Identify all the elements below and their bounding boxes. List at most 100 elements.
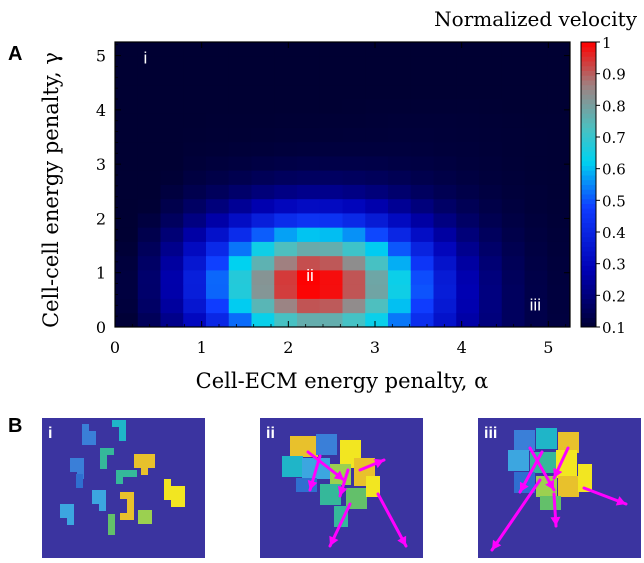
heatmap-cell	[342, 170, 366, 185]
heatmap-cell	[251, 298, 275, 314]
heatmap-cell	[365, 42, 389, 57]
heatmap-cell	[342, 284, 366, 299]
heatmap-cell	[137, 270, 161, 285]
heatmap-cell	[342, 184, 366, 200]
heatmap-cell	[274, 284, 298, 299]
cell-block	[508, 450, 529, 471]
heatmap-cell	[228, 113, 252, 128]
heatmap-cell	[274, 170, 298, 185]
heatmap-cell	[388, 284, 412, 299]
heatmap-cell	[160, 184, 184, 200]
heatmap-cell	[501, 213, 525, 228]
heatmap-cell	[501, 70, 525, 86]
heatmap-cell	[410, 156, 434, 171]
velocity-arrowhead	[397, 535, 407, 546]
colorbar-segment	[581, 165, 596, 171]
heatmap-cell	[206, 241, 230, 257]
heatmap-cell	[410, 270, 434, 285]
heatmap-cell	[115, 298, 139, 314]
heatmap-cell	[274, 227, 298, 242]
heatmap-cell	[365, 170, 389, 185]
colorbar	[581, 42, 596, 328]
colorbar-segment	[581, 251, 596, 257]
heatmap-cell	[388, 241, 412, 257]
heatmap-cell	[137, 170, 161, 185]
heatmap-cell	[160, 241, 184, 257]
heatmap-cell	[137, 84, 161, 100]
heatmap-cell	[410, 141, 434, 157]
heatmap-cell	[137, 70, 161, 86]
heatmap-cell	[137, 141, 161, 157]
heatmap-cell	[456, 56, 480, 71]
heatmap-cell	[183, 70, 207, 86]
heatmap-cell	[319, 141, 343, 157]
heatmap-cell	[251, 213, 275, 228]
cell-block	[141, 468, 148, 475]
heatmap-cell	[160, 113, 184, 128]
heatmap-cell	[410, 113, 434, 128]
heatmap-cell	[206, 141, 230, 157]
heatmap-cell	[251, 198, 275, 214]
colorbar-segment	[581, 317, 596, 323]
heatmap-cell	[206, 127, 230, 143]
heatmap-cell	[388, 56, 412, 71]
heatmap-cell	[115, 113, 139, 128]
cell-block	[89, 431, 96, 445]
cell-block	[127, 499, 134, 520]
heatmap-cell	[319, 312, 343, 328]
heatmap-cell	[365, 156, 389, 171]
heatmap-cell	[433, 255, 457, 271]
cell-block	[112, 420, 126, 427]
heatmap-cell	[183, 312, 207, 328]
heatmap-cell	[274, 270, 298, 285]
heatmap-cell	[137, 184, 161, 200]
heatmap-cell	[342, 270, 366, 285]
colorbar-segment	[581, 260, 596, 266]
heatmap-cell	[206, 99, 230, 114]
heatmap-cell	[160, 213, 184, 228]
heatmap-cell	[319, 298, 343, 314]
heatmap-cell	[479, 213, 503, 228]
x-tick-label: 4	[457, 338, 467, 357]
heatmap-cell	[251, 170, 275, 185]
velocity-arrowhead	[519, 481, 529, 492]
panel-b-snapshots: i ii iii	[42, 418, 641, 558]
heatmap-cell	[228, 241, 252, 257]
heatmap-cell	[456, 198, 480, 214]
heatmap-cell	[501, 84, 525, 100]
heatmap-cell	[433, 184, 457, 200]
colorbar-segment	[581, 322, 596, 328]
heatmap	[115, 42, 571, 328]
heatmap-cell	[319, 213, 343, 228]
heatmap-cell	[251, 127, 275, 143]
heatmap-cell	[274, 255, 298, 271]
heatmap-cell	[319, 56, 343, 71]
heatmap-cell	[433, 70, 457, 86]
heatmap-cell	[297, 127, 321, 143]
cell-block	[536, 428, 557, 449]
heatmap-cell	[388, 42, 412, 57]
snapshot-label: ii	[266, 425, 275, 442]
colorbar-segment	[581, 94, 596, 100]
heatmap-cell	[433, 99, 457, 114]
heatmap-cell	[228, 312, 252, 328]
heatmap-cell	[433, 241, 457, 257]
heatmap-cell	[160, 170, 184, 185]
heatmap-cell	[433, 270, 457, 285]
heatmap-cell	[524, 213, 548, 228]
colorbar-segment	[581, 274, 596, 280]
heatmap-cell	[115, 127, 139, 143]
heatmap-cell	[501, 241, 525, 257]
cell-block	[70, 458, 84, 472]
heatmap-cell	[410, 84, 434, 100]
heatmap-cell	[342, 141, 366, 157]
heatmap-cell	[479, 156, 503, 171]
heatmap-cell	[115, 70, 139, 86]
heatmap-cell	[501, 255, 525, 271]
heatmap-cell	[160, 270, 184, 285]
heatmap-cell	[115, 198, 139, 214]
heatmap-cell	[410, 99, 434, 114]
heatmap-cell	[342, 113, 366, 128]
heatmap-cell	[479, 141, 503, 157]
heatmap-cell	[410, 241, 434, 257]
